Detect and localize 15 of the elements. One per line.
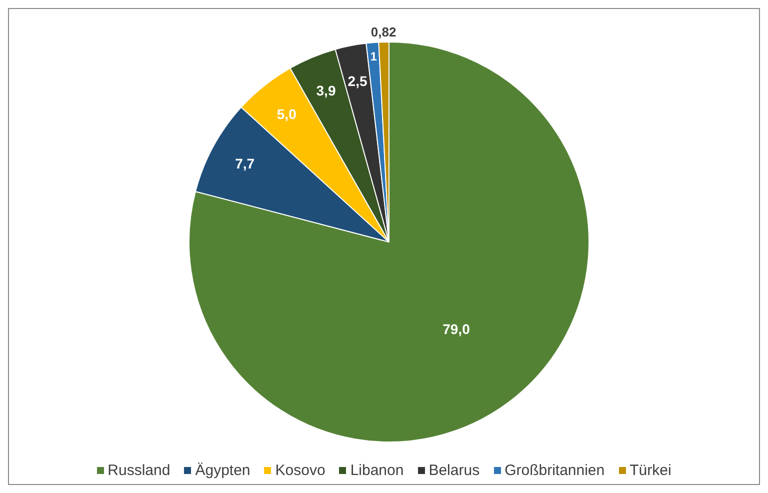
data-label: 7,7 [235,156,255,172]
data-label: 0,82 [370,24,396,40]
data-label: 79,0 [442,321,470,338]
legend-label: Belarus [428,462,480,479]
legend-label: Türkei [630,462,672,479]
legend-label: Ägypten [195,462,250,479]
legend-label: Großbritannien [504,462,605,479]
data-label: 3,9 [316,82,336,99]
data-label: 1 [370,50,378,64]
pie-slice [188,42,590,442]
legend-label: Libanon [350,462,404,479]
legend-label: Kosovo [275,462,326,479]
data-label: 5,0 [276,106,297,122]
legend-label: Russland [108,462,170,479]
data-label: 2,5 [348,73,368,90]
